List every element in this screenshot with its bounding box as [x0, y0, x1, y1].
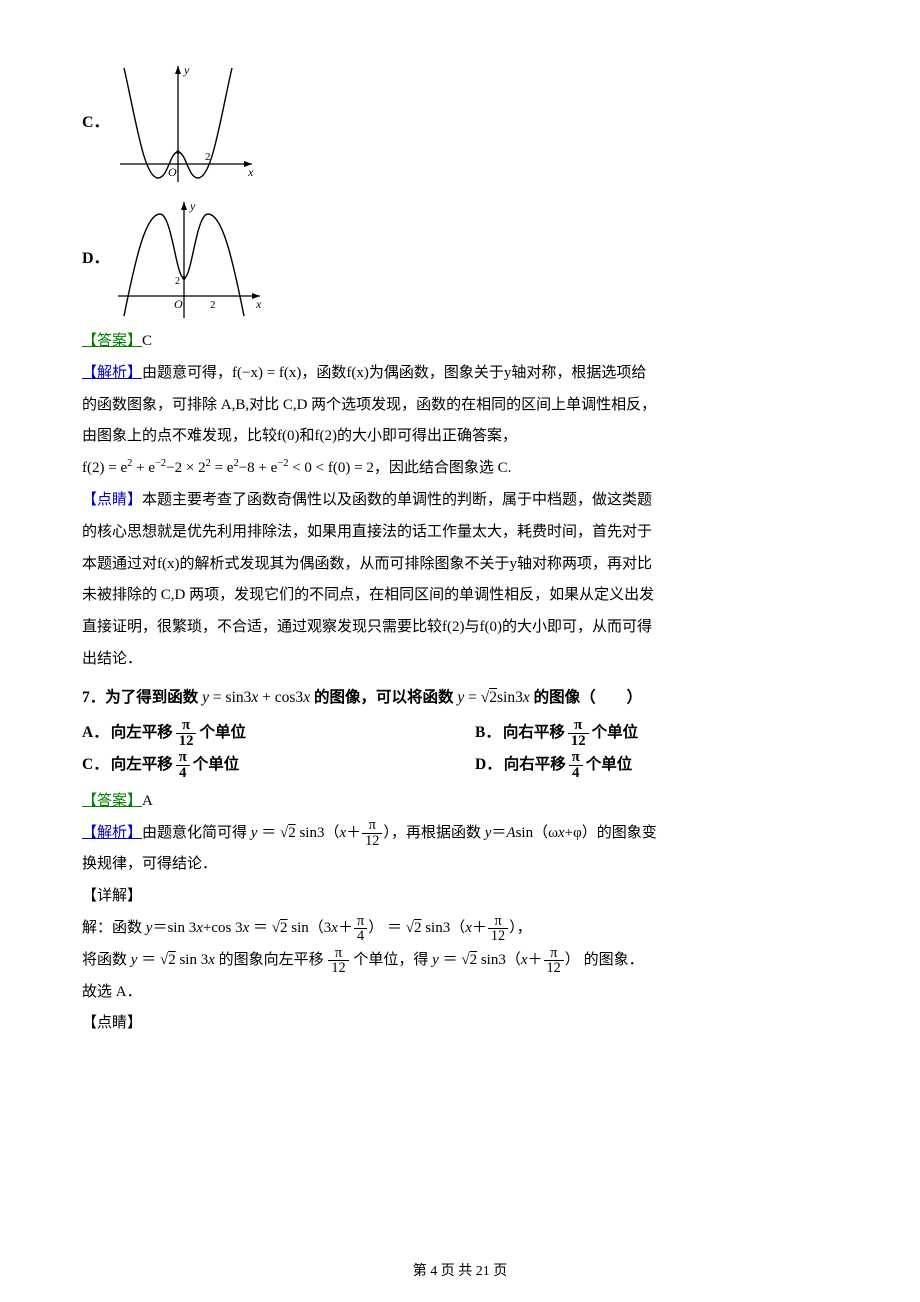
graph-d: y x O 2 2 — [110, 196, 270, 326]
q7-option-b: B． 向右平移 π12 个单位 — [475, 717, 838, 750]
graph-d-o-label: O — [174, 297, 183, 311]
q6-dianjing-l2: 的核心思想就是优先利用排除法，如果用直接法的话工作量太大，耗费时间，首先对于 — [82, 517, 838, 549]
graph-d-x-label: x — [255, 297, 262, 311]
q6-dianjing-l1: 【点睛】本题主要考查了函数奇偶性以及函数的单调性的判断，属于中档题，做这类题 — [82, 485, 838, 517]
option-c-row: C． y x O 2 — [82, 60, 838, 190]
answer-label-2: 【答案】 — [82, 793, 142, 809]
q6-dianjing-l6: 出结论． — [82, 644, 838, 676]
q6-analysis-l1: 【解析】由题意可得，f(−x) = f(x)，函数f(x)为偶函数，图象关于y轴… — [82, 358, 838, 390]
q6-answer-line: 【答案】C — [82, 326, 838, 358]
q7-num: 7． — [82, 689, 105, 706]
q7-analysis-l2: 换规律，可得结论． — [82, 849, 838, 881]
option-d-row: D． y x O 2 2 — [82, 196, 838, 326]
q7-option-d: D． 向右平移 π4 个单位 — [475, 749, 838, 782]
option-c-tag: C． — [82, 60, 110, 132]
q7-detail-l1: 解：函数 y＝sin 3x+cos 3x ＝ √2 sin（3x＋π4） ＝ √… — [82, 913, 838, 945]
q7-answer-line: 【答案】A — [82, 786, 838, 818]
q7-detail-gu: 故选 A． — [82, 977, 838, 1009]
graph-c-y-label: y — [183, 63, 190, 77]
q6-analysis-l3: 由图象上的点不难发现，比较f(0)和f(2)的大小即可得出正确答案， — [82, 421, 838, 453]
page-container: C． y x O 2 D． y x — [0, 0, 920, 1302]
graph-c-o-label: O — [168, 165, 177, 179]
q7-detail-l2: 将函数 y ＝ √2 sin 3x 的图象向左平移 π12 个单位，得 y ＝ … — [82, 945, 838, 977]
q6-dianjing-l4: 未被排除的 C,D 两项，发现它们的不同点，在相同区间的单调性相反，如果从定义出… — [82, 580, 838, 612]
q7-analysis-l1: 【解析】由题意化简可得 y ＝ √2 sin3（x＋π12），再根据函数 y＝A… — [82, 818, 838, 850]
q7-suffix: 的图像（ ） — [534, 689, 643, 706]
answer-label: 【答案】 — [82, 333, 142, 349]
q7-option-c: C． 向左平移 π4 个单位 — [82, 749, 445, 782]
q7-options: A． 向左平移 π12 个单位 B． 向右平移 π12 个单位 C． 向左平移 … — [82, 717, 838, 782]
graph-c-x-label: x — [247, 165, 254, 179]
graph-c-tick: 2 — [205, 151, 211, 163]
analysis-label: 【解析】 — [82, 365, 142, 381]
q6-dianjing-rest1: 本题主要考查了函数奇偶性以及函数的单调性的判断，属于中档题，做这类题 — [142, 492, 652, 508]
q7-detail-label: 【详解】 — [82, 881, 838, 913]
option-d-tag: D． — [82, 196, 110, 268]
graph-d-y-label: y — [189, 199, 196, 213]
q6-formula-tail: 因此结合图象选 C. — [389, 460, 512, 476]
q6-dianjing-l3: 本题通过对f(x)的解析式发现其为偶函数，从而可排除图象不关于y轴对称两项，再对… — [82, 549, 838, 581]
q7-mid: 的图像，可以将函数 — [314, 689, 454, 706]
q6-dianjing-l5: 直接证明，很繁琐，不合适，通过观察发现只需要比较f(2)与f(0)的大小即可，从… — [82, 612, 838, 644]
svg-text:2: 2 — [175, 276, 180, 287]
q6-analysis-formula: f(2) = e2 + e−2−2 × 22 = e2−8 + e−2 < 0 … — [82, 453, 838, 485]
q7-dianjing-label: 【点睛】 — [82, 1008, 838, 1040]
q6-analysis-text1: 由题意可得，f(−x) = f(x)，函数f(x)为偶函数，图象关于y轴对称，根… — [142, 365, 646, 381]
dianjing-label: 【点睛】 — [82, 492, 142, 508]
q6-answer-value: C — [142, 333, 152, 349]
q7-prefix: 为了得到函数 — [105, 689, 198, 706]
q7-stem: 7．为了得到函数 y = sin3x + cos3x 的图像，可以将函数 y =… — [82, 682, 838, 713]
page-footer: 第 4 页 共 21 页 — [82, 1260, 838, 1280]
q7-answer-value: A — [142, 793, 153, 809]
graph-d-tick: 2 — [210, 299, 216, 311]
graph-c: y x O 2 — [110, 60, 260, 190]
q6-analysis-l2: 的函数图象，可排除 A,B,对比 C,D 两个选项发现，函数的在相同的区间上单调… — [82, 390, 838, 422]
analysis-label-2: 【解析】 — [82, 825, 142, 841]
q7-option-a: A． 向左平移 π12 个单位 — [82, 717, 445, 750]
